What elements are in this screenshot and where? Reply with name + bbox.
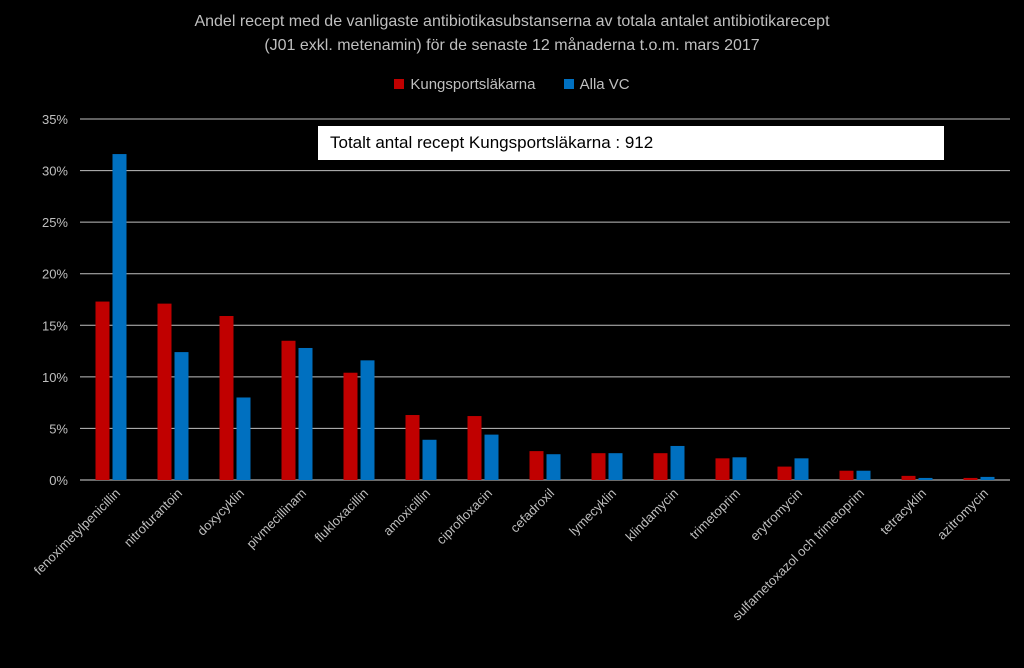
x-tick-label: amoxicillin [380,486,433,539]
bar-alla-vc [670,445,685,480]
bar-kungsportslakarna [157,303,172,480]
chart-legend: Kungsportsläkarna Alla VC [0,76,1024,93]
x-tick-label: nitrofurantoin [121,486,185,550]
bar-alla-vc [236,397,251,480]
bar-kungsportslakarna [281,340,296,480]
y-tick-label: 30% [42,164,68,179]
bar-alla-vc [484,434,499,480]
bar-alla-vc [608,453,623,480]
bar-alla-vc [980,476,995,480]
bar-alla-vc [422,439,437,480]
bar-kungsportslakarna [467,416,482,480]
chart-title: Andel recept med de vanligaste antibioti… [194,13,830,30]
bar-kungsportslakarna [405,415,420,480]
bar-kungsportslakarna [343,372,358,480]
y-tick-label: 15% [42,318,68,333]
legend-item-alla-vc: Alla VC [563,76,630,93]
x-tick-label: azitromycin [934,486,991,543]
bar-kungsportslakarna [839,470,854,480]
x-tick-label: fenoximetylpenicillin [31,486,123,578]
bar-kungsportslakarna [591,453,606,480]
bar-kungsportslakarna [95,301,110,480]
chart-subtitle: (J01 exkl. metenamin) för de senaste 12 … [264,37,760,54]
total-recept-annotation: Totalt antal recept Kungsportsläkarna : … [318,126,944,160]
x-tick-label: klindamycin [622,486,681,545]
bar-alla-vc [732,457,747,480]
x-tick-label: cefadroxil [507,485,557,535]
bar-alla-vc [298,347,313,480]
x-tick-label: tetracyklin [877,486,929,538]
x-tick-label: trimetoprim [687,486,744,543]
bar-alla-vc [360,360,375,480]
bar-alla-vc [918,477,933,480]
x-tick-label: doxycyklin [194,486,247,539]
bar-kungsportslakarna [901,475,916,480]
bar-alla-vc [794,458,809,480]
y-tick-label: 20% [42,267,68,282]
y-tick-label: 5% [49,421,68,436]
y-tick-label: 0% [49,473,68,488]
legend-label: Alla VC [579,76,630,93]
x-tick-label: lymecyklin [566,486,619,539]
x-tick-label: ciprofloxacin [433,486,495,548]
bar-alla-vc [174,352,189,480]
legend-swatch [563,79,574,89]
x-tick-label: sulfametoxazol och trimetoprim [729,486,867,624]
x-tick-label: pivmecillinam [243,486,309,552]
bar-kungsportslakarna [653,453,668,480]
y-tick-label: 35% [42,112,68,127]
y-tick-label: 25% [42,215,68,230]
bar-alla-vc [856,470,871,480]
x-tick-label: erytromycin [747,486,805,544]
y-tick-label: 10% [42,370,68,385]
bar-kungsportslakarna [777,466,792,480]
x-tick-label: flukloxacillin [311,486,371,546]
legend-item-kungsportslakarna: Kungsportsläkarna [394,76,535,93]
bar-kungsportslakarna [715,458,730,480]
bar-kungsportslakarna [529,451,544,480]
bar-alla-vc [546,454,561,480]
legend-label: Kungsportsläkarna [410,76,536,93]
bar-kungsportslakarna [219,316,234,480]
bar-kungsportslakarna [963,477,978,480]
legend-swatch [394,79,405,89]
bar-alla-vc [112,154,127,480]
